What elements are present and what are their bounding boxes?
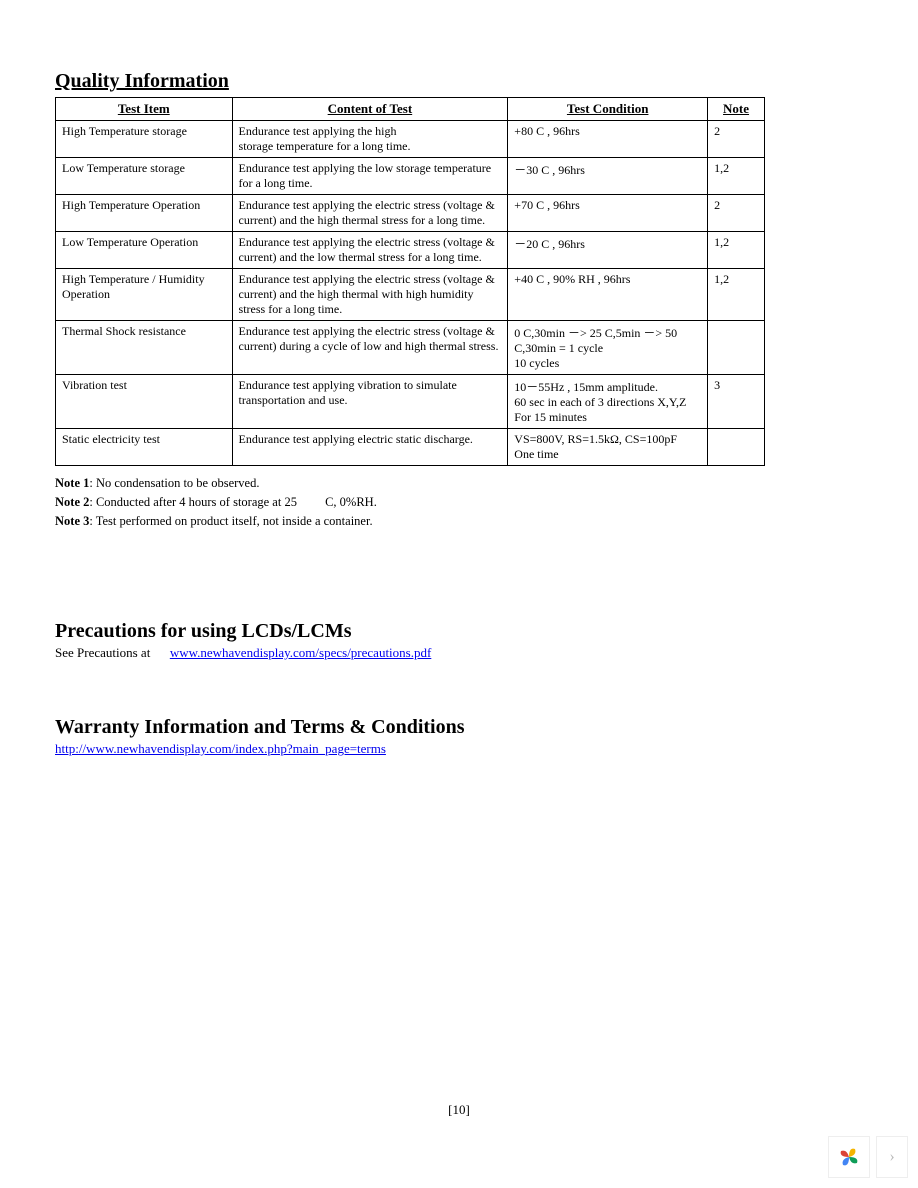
cell-condition: 10－55Hz , 15mm amplitude. 60 sec in each… xyxy=(508,375,708,429)
note-1-label: Note 1 xyxy=(55,476,89,490)
table-row: Static electricity test Endurance test a… xyxy=(56,429,765,466)
cell-note: 2 xyxy=(708,195,765,232)
th-test-item: Test Item xyxy=(56,98,233,121)
precautions-heading: Precautions for using LCDs/LCMs xyxy=(55,620,863,643)
cell-item: High Temperature Operation xyxy=(56,195,233,232)
cell-item: High Temperature storage xyxy=(56,121,233,158)
corner-widget: › xyxy=(828,1136,908,1178)
cell-condition: －20 C , 96hrs xyxy=(508,232,708,269)
precautions-link[interactable]: www.newhavendisplay.com/specs/precaution… xyxy=(170,645,432,660)
cell-content: Endurance test applying electric static … xyxy=(232,429,508,466)
table-row: High Temperature Operation Endurance tes… xyxy=(56,195,765,232)
next-arrow-button[interactable]: › xyxy=(876,1136,908,1178)
note-1: Note 1: No condensation to be observed. xyxy=(55,474,863,493)
warranty-link[interactable]: http://www.newhavendisplay.com/index.php… xyxy=(55,741,386,756)
cell-condition: VS=800V, RS=1.5kΩ, CS=100pF One time xyxy=(508,429,708,466)
cell-content-line2: storage temperature for a long time. xyxy=(239,139,502,154)
quality-info-heading: Quality Information xyxy=(55,70,863,93)
cell-condition: +70 C , 96hrs xyxy=(508,195,708,232)
cell-note xyxy=(708,321,765,375)
cell-item: Static electricity test xyxy=(56,429,233,466)
note-3-text: : Test performed on product itself, not … xyxy=(89,514,372,528)
precautions-lead: See Precautions at xyxy=(55,645,150,660)
cell-item: Vibration test xyxy=(56,375,233,429)
table-row: Low Temperature storage Endurance test a… xyxy=(56,158,765,195)
cell-content: Endurance test applying the electric str… xyxy=(232,195,508,232)
notes-block: Note 1: No condensation to be observed. … xyxy=(55,474,863,530)
pinwheel-icon[interactable] xyxy=(828,1136,870,1178)
cell-note: 1,2 xyxy=(708,158,765,195)
cell-content: Endurance test applying the electric str… xyxy=(232,321,508,375)
cell-note: 3 xyxy=(708,375,765,429)
note-3: Note 3: Test performed on product itself… xyxy=(55,512,863,531)
cell-condition: +40 C , 90% RH , 96hrs xyxy=(508,269,708,321)
page-number: [10] xyxy=(0,1102,918,1118)
warranty-heading: Warranty Information and Terms & Conditi… xyxy=(55,716,863,739)
note-1-text: : No condensation to be observed. xyxy=(89,476,259,490)
cell-item: High Temperature / Humidity Operation xyxy=(56,269,233,321)
cell-condition: 0 C,30min －> 25 C,5min －> 50 C,30min = 1… xyxy=(508,321,708,375)
cell-note: 1,2 xyxy=(708,269,765,321)
cell-content: Endurance test applying the low storage … xyxy=(232,158,508,195)
cell-item: Low Temperature Operation xyxy=(56,232,233,269)
note-2-text-b: C, 0%RH. xyxy=(325,495,377,509)
cell-content: Endurance test applying the high storage… xyxy=(232,121,508,158)
cell-note: 1,2 xyxy=(708,232,765,269)
table-row: Thermal Shock resistance Endurance test … xyxy=(56,321,765,375)
warranty-section: Warranty Information and Terms & Conditi… xyxy=(55,716,863,757)
table-row: High Temperature / Humidity Operation En… xyxy=(56,269,765,321)
note-2-text-a: : Conducted after 4 hours of storage at … xyxy=(89,495,297,509)
precautions-section: Precautions for using LCDs/LCMs See Prec… xyxy=(55,620,863,661)
cell-condition: －30 C , 96hrs xyxy=(508,158,708,195)
table-row: Vibration test Endurance test applying v… xyxy=(56,375,765,429)
th-test-condition: Test Condition xyxy=(508,98,708,121)
note-3-label: Note 3 xyxy=(55,514,89,528)
cell-note xyxy=(708,429,765,466)
th-content-of-test: Content of Test xyxy=(232,98,508,121)
th-note: Note xyxy=(708,98,765,121)
table-row: Low Temperature Operation Endurance test… xyxy=(56,232,765,269)
note-2: Note 2: Conducted after 4 hours of stora… xyxy=(55,493,863,512)
cell-note: 2 xyxy=(708,121,765,158)
quality-info-table: Test Item Content of Test Test Condition… xyxy=(55,97,765,466)
cell-condition: +80 C , 96hrs xyxy=(508,121,708,158)
cell-item: Low Temperature storage xyxy=(56,158,233,195)
cell-content: Endurance test applying the electric str… xyxy=(232,269,508,321)
note-2-label: Note 2 xyxy=(55,495,89,509)
cell-item: Thermal Shock resistance xyxy=(56,321,233,375)
cell-content-line1: Endurance test applying the high xyxy=(239,124,397,138)
table-row: High Temperature storage Endurance test … xyxy=(56,121,765,158)
cell-content: Endurance test applying vibration to sim… xyxy=(232,375,508,429)
cell-content: Endurance test applying the electric str… xyxy=(232,232,508,269)
